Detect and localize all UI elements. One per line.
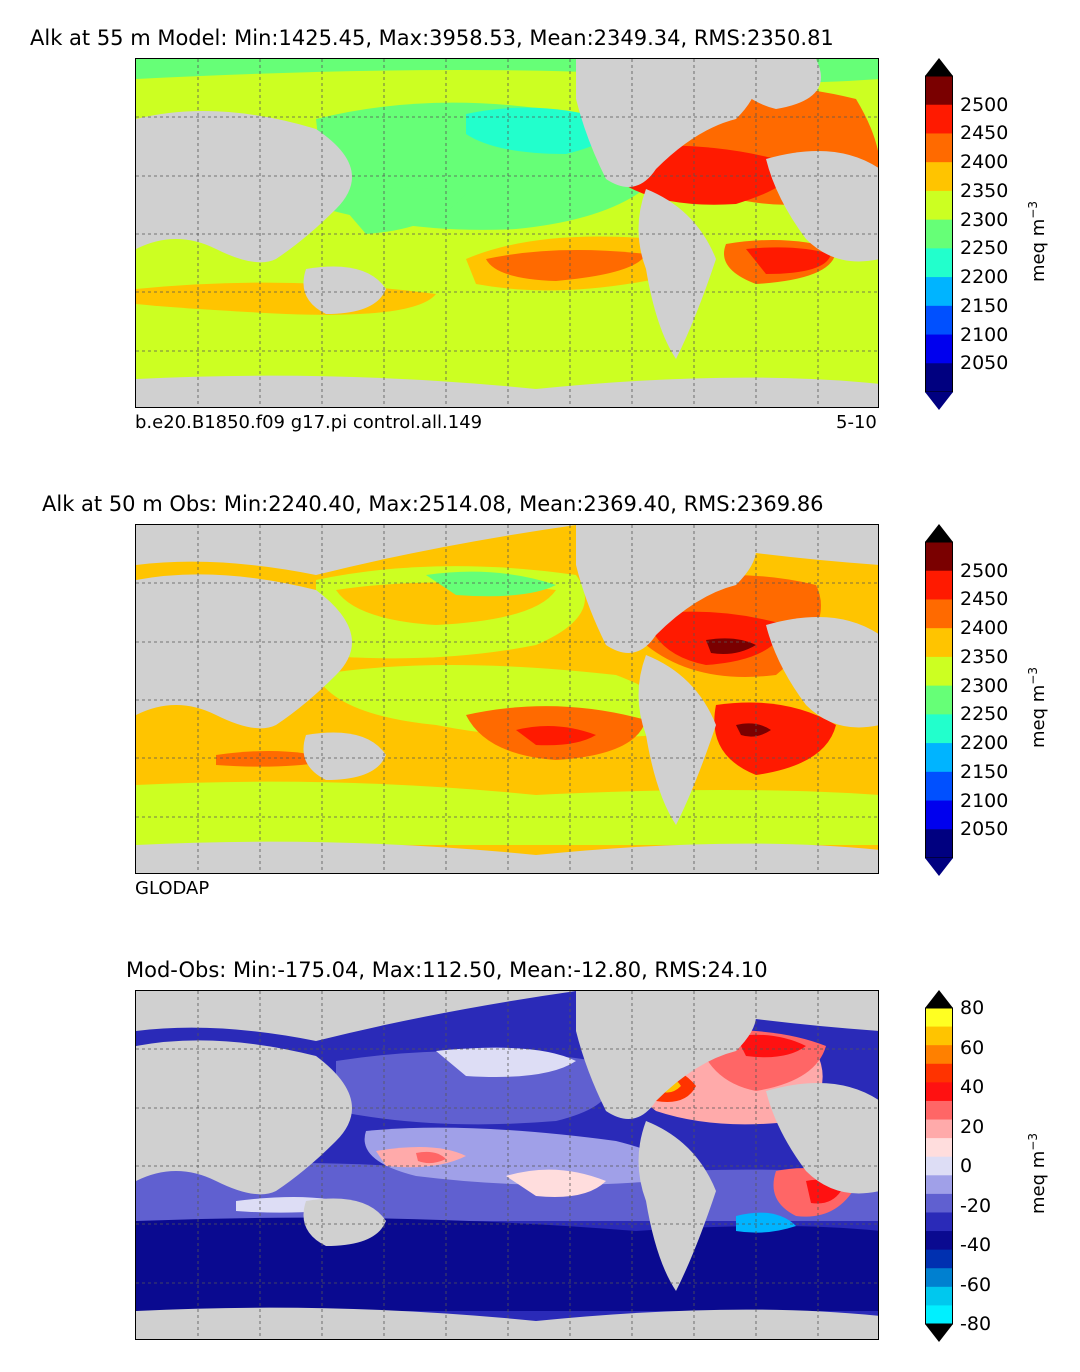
colorbar-tick-label: 2050 xyxy=(960,818,1009,841)
colorbar-swatch xyxy=(925,1138,953,1158)
colorbar-swatch xyxy=(925,1286,953,1306)
colorbar-swatch xyxy=(925,334,953,364)
colorbar-swatch xyxy=(925,1119,953,1139)
panel-title: Mod-Obs: Min:-175.04, Max:112.50, Mean:-… xyxy=(126,958,768,982)
colorbar-obs xyxy=(925,524,953,876)
colorbar-swatch xyxy=(925,1175,953,1195)
colorbar-tick-label: 2350 xyxy=(960,645,1009,668)
units-exponent: −3 xyxy=(1026,201,1040,219)
colorbar-swatch xyxy=(925,363,953,393)
colorbar-tick-label: 2250 xyxy=(960,237,1009,260)
map-model xyxy=(135,58,879,408)
colorbar-swatch xyxy=(925,305,953,336)
colorbar-tick-label: 2150 xyxy=(960,760,1009,783)
colorbar-swatch xyxy=(925,743,953,773)
colorbar-swatch xyxy=(925,1008,953,1028)
map-diff xyxy=(135,990,879,1340)
colorbar-tick-label: 2200 xyxy=(960,266,1009,289)
map-model-field xyxy=(136,59,878,407)
panel-title: Alk at 50 m Obs: Min:2240.40, Max:2514.0… xyxy=(42,492,824,516)
colorbar-swatch xyxy=(925,1026,953,1046)
colorbar-tick-label: -40 xyxy=(960,1234,992,1256)
years-label: 5-10 xyxy=(836,412,877,433)
colorbar-swatch xyxy=(925,1212,953,1232)
colorbar-swatch xyxy=(925,1231,953,1251)
colorbar-tick-label: 40 xyxy=(960,1076,985,1098)
colorbar-tick-label: 80 xyxy=(960,997,985,1019)
colorbar-swatch xyxy=(925,104,953,134)
dataset-label: GLODAP xyxy=(135,878,210,899)
map-obs xyxy=(135,524,879,874)
units-exponent: −3 xyxy=(1026,1133,1040,1151)
colorbar-model xyxy=(925,58,953,410)
colorbar-swatch xyxy=(925,570,953,600)
case-name-label: b.e20.B1850.f09 g17.pi control.all.149 xyxy=(135,412,483,433)
colorbar-tick-label: 2150 xyxy=(960,294,1009,317)
colorbar-tick-label: -80 xyxy=(960,1313,992,1335)
colorbar-swatch xyxy=(925,800,953,830)
colorbar-diff xyxy=(925,990,953,1342)
colorbar-swatch xyxy=(925,133,953,163)
colorbar-tick-label: 0 xyxy=(960,1155,973,1177)
colorbar-tick-label: 20 xyxy=(960,1115,985,1138)
colorbar-model-swatches xyxy=(925,58,953,410)
colorbar-swatch xyxy=(925,685,953,715)
colorbar-swatch xyxy=(925,76,953,106)
colorbar-tick-label: 2400 xyxy=(960,151,1009,174)
colorbar-tick-label: -60 xyxy=(960,1273,992,1296)
colorbar-tick-label: 2100 xyxy=(960,323,1009,346)
colorbar-tick-label: 2500 xyxy=(960,559,1009,582)
colorbar-tick-label: 2300 xyxy=(960,208,1009,231)
colorbar-tick-label: 2250 xyxy=(960,703,1009,726)
colorbar-swatch xyxy=(925,599,953,629)
colorbar-swatch xyxy=(925,1268,953,1288)
colorbar-swatch xyxy=(925,1100,953,1121)
colorbar-swatch xyxy=(925,829,953,859)
colorbar-swatch xyxy=(925,1193,953,1213)
colorbar-tick-label: 2050 xyxy=(960,352,1009,375)
colorbar-swatch xyxy=(925,1156,953,1176)
colorbar-tick-label: 2200 xyxy=(960,732,1009,755)
panel-title: Alk at 55 m Model: Min:1425.45, Max:3958… xyxy=(30,26,834,50)
colorbar-units: meq m−3 xyxy=(1026,1133,1049,1214)
colorbar-obs-swatches xyxy=(925,524,953,876)
units-text: meq m xyxy=(1028,1150,1049,1214)
colorbar-swatch xyxy=(925,628,953,658)
colorbar-swatch xyxy=(925,1082,953,1102)
units-text: meq m xyxy=(1028,218,1049,282)
colorbar-tick-label: 2400 xyxy=(960,617,1009,640)
colorbar-tick-label: 2500 xyxy=(960,93,1009,116)
colorbar-swatch xyxy=(925,771,953,802)
colorbar-tick-label: 2450 xyxy=(960,122,1009,145)
colorbar-tick-label: 2300 xyxy=(960,674,1009,697)
colorbar-diff-swatches xyxy=(925,990,953,1342)
colorbar-swatch xyxy=(925,1249,953,1269)
units-exponent: −3 xyxy=(1026,667,1040,685)
colorbar-swatch xyxy=(925,162,953,192)
colorbar-swatch xyxy=(925,656,953,687)
colorbar-units: meq m−3 xyxy=(1026,667,1049,748)
colorbar-swatch xyxy=(925,714,953,744)
colorbar-tick-label: 2450 xyxy=(960,588,1009,611)
colorbar-swatch xyxy=(925,219,953,249)
colorbar-swatch xyxy=(925,1305,953,1325)
map-obs-field xyxy=(136,525,878,873)
colorbar-tick-label: 2350 xyxy=(960,179,1009,202)
units-text: meq m xyxy=(1028,684,1049,748)
colorbar-swatch xyxy=(925,542,953,572)
colorbar-tick-label: 60 xyxy=(960,1036,985,1059)
colorbar-swatch xyxy=(925,277,953,307)
colorbar-swatch xyxy=(925,1045,953,1065)
colorbar-swatch xyxy=(925,248,953,278)
colorbar-tick-label: 2100 xyxy=(960,789,1009,812)
colorbar-tick-label: -20 xyxy=(960,1194,992,1217)
colorbar-swatch xyxy=(925,1063,953,1083)
map-diff-field xyxy=(136,991,878,1339)
colorbar-swatch xyxy=(925,190,953,221)
colorbar-units: meq m−3 xyxy=(1026,201,1049,282)
